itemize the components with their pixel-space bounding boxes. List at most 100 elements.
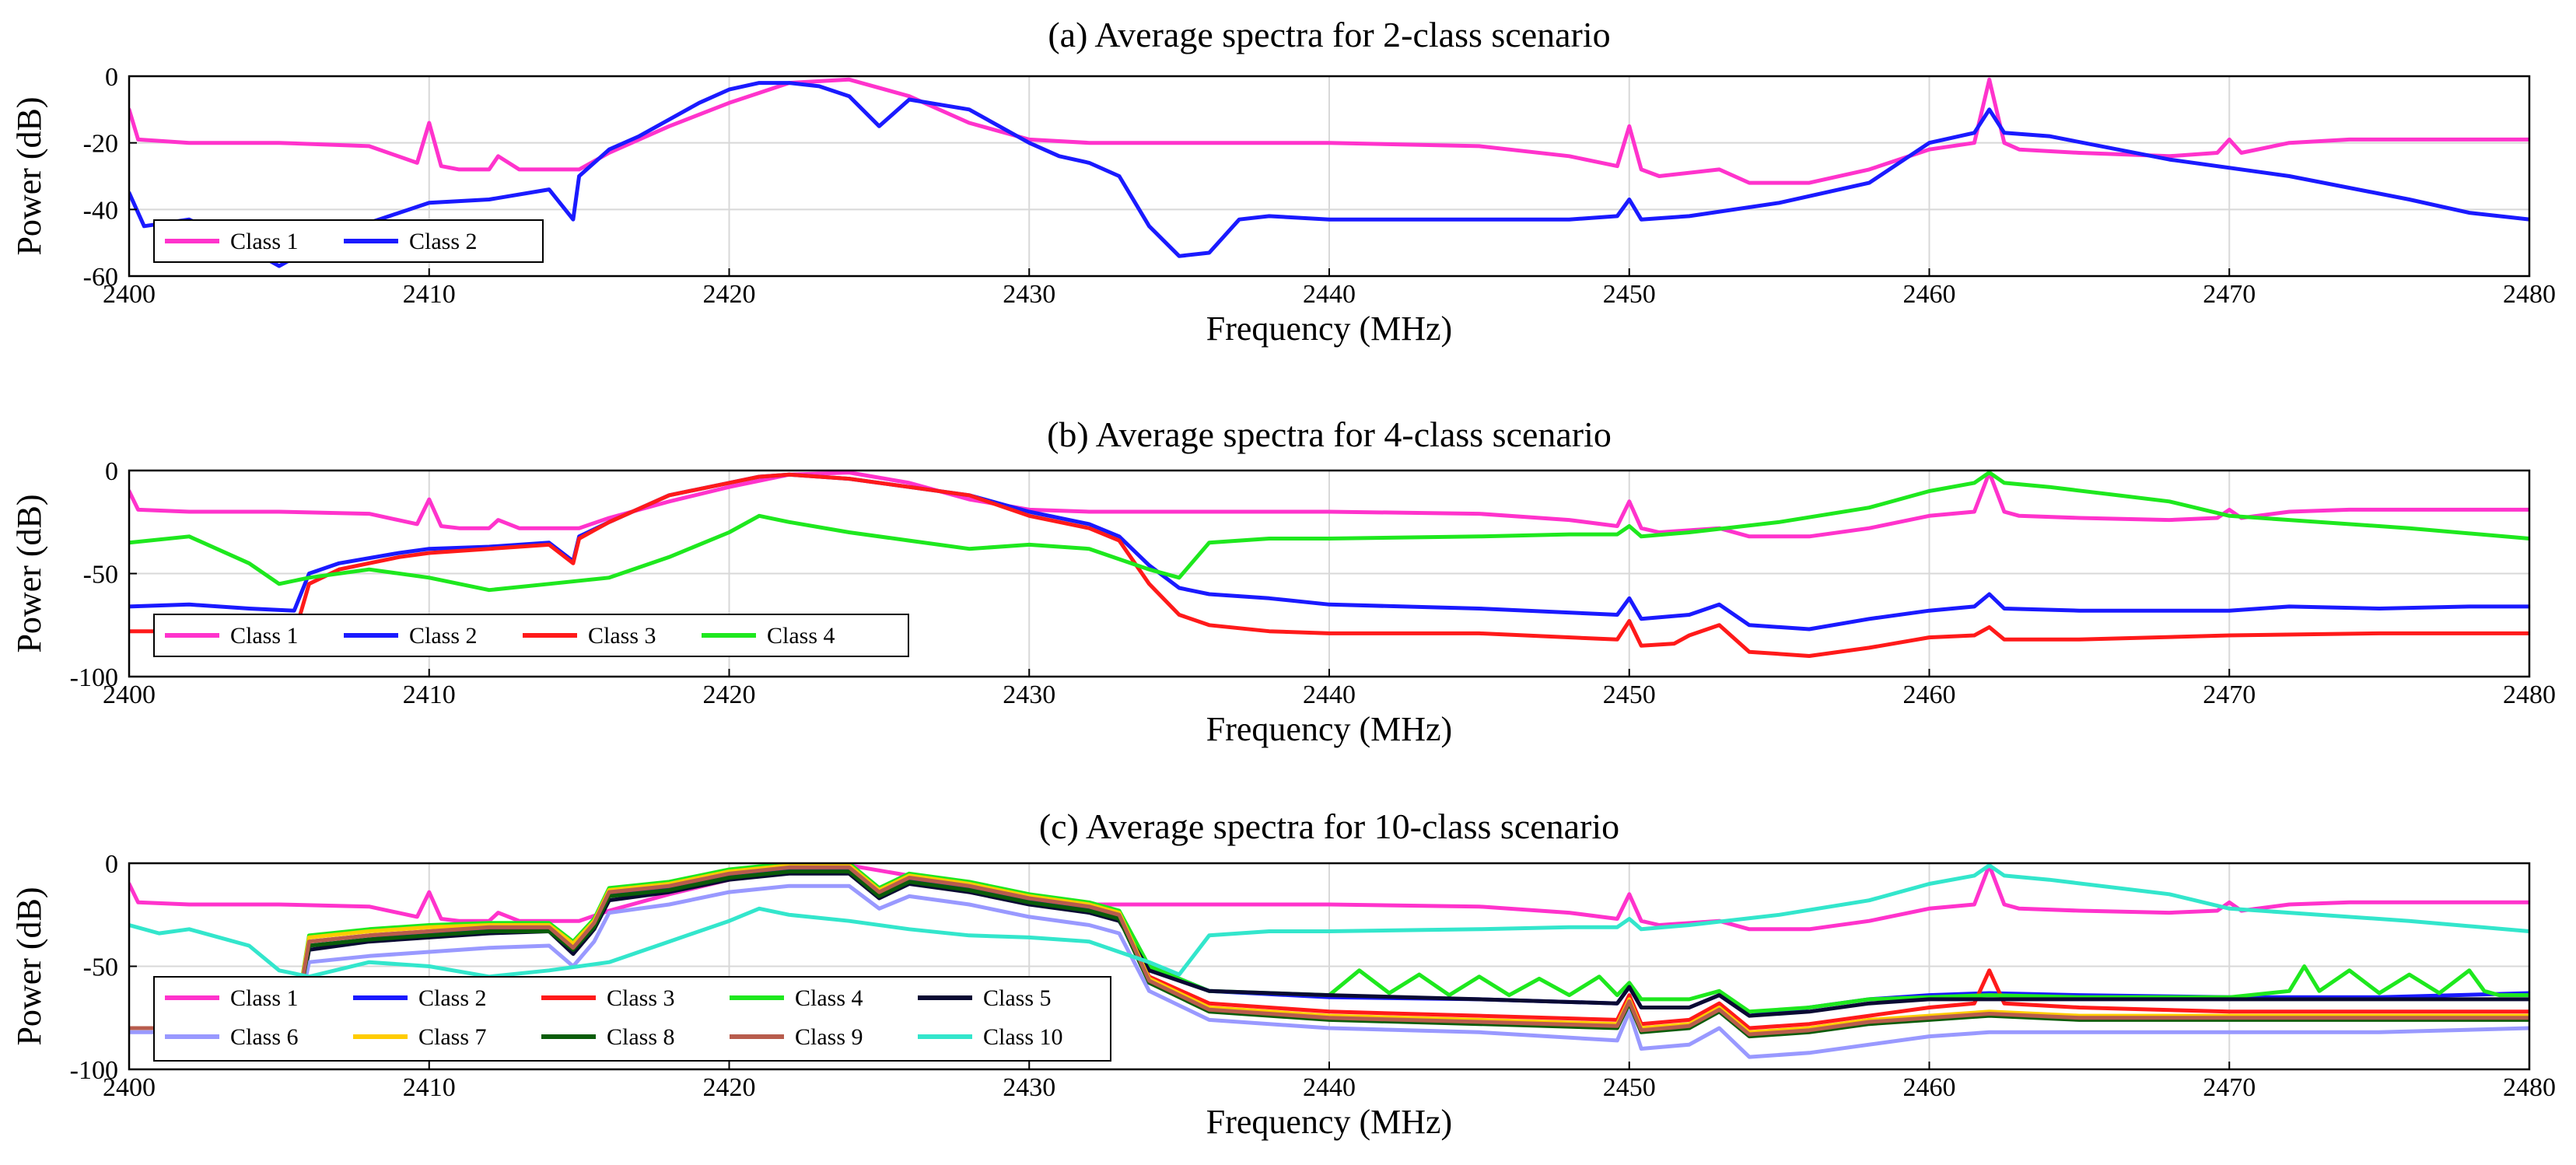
- x-tick-label: 2440: [1303, 1073, 1356, 1102]
- legend-item: Class 1: [165, 229, 299, 254]
- y-tick-label: -60: [83, 263, 118, 292]
- legend-label: Class 9: [795, 1024, 863, 1050]
- chart-panel-2: 2400 2410 2420 2430 2440 2450 2460 2470 2480 0 -50…: [10, 415, 2556, 748]
- series-group: [129, 471, 2529, 658]
- legend-label: Class 4: [795, 985, 863, 1011]
- x-tick-label: 2480: [2503, 1073, 2556, 1102]
- x-tick-label: 2430: [1003, 680, 1055, 709]
- legend-label: Class 2: [409, 623, 478, 649]
- chart-panel-3: 2400 2410 2420 2430 2440 2450 2460 2470 2480 0 -50…: [10, 806, 2556, 1141]
- x-tick-label: 2460: [1903, 280, 1956, 309]
- series-line-class-2: [129, 472, 2529, 631]
- series-line-class-7: [129, 863, 2529, 1034]
- x-tick-label: 2420: [703, 280, 756, 309]
- x-tick-label: 2460: [1903, 680, 1956, 709]
- y-tick-label: -20: [83, 130, 118, 159]
- legend-item: Class 8: [541, 1024, 675, 1050]
- y-tick-label: -40: [83, 196, 118, 225]
- series-line-class-2: [129, 81, 2529, 268]
- legend-item: Class 6: [165, 1024, 299, 1050]
- legend-item: Class 1: [165, 623, 299, 649]
- x-tick-label: 2470: [2203, 280, 2256, 309]
- legend-item: Class 2: [353, 985, 487, 1011]
- x-tick-label: 2420: [703, 680, 756, 709]
- legend-label: Class 2: [409, 229, 478, 254]
- legend-item: Class 7: [353, 1024, 487, 1050]
- legend-label: Class 5: [983, 985, 1052, 1011]
- legend-item: Class 10: [918, 1024, 1063, 1050]
- y-tick-label: -100: [70, 1056, 118, 1085]
- legend-box: [153, 614, 909, 657]
- y-tick-label: -50: [83, 953, 118, 982]
- x-tick-label: 2450: [1603, 680, 1656, 709]
- x-tick-label: 2470: [2203, 1073, 2256, 1102]
- x-tick-label: 2440: [1303, 280, 1356, 309]
- series-group: [129, 863, 2529, 1059]
- x-tick-label: 2400: [103, 1073, 156, 1102]
- x-axis-label: Frequency (MHz): [1206, 710, 1452, 748]
- x-axis-label: Frequency (MHz): [1206, 1103, 1452, 1141]
- x-tick-label: 2450: [1603, 1073, 1656, 1102]
- legend: Class 1 Class 2 Class 3 Class 4 Class 5 Class…: [153, 976, 1111, 1062]
- legend-label: Class 6: [230, 1024, 299, 1050]
- y-tick-label: -100: [70, 663, 118, 692]
- legend-item: Class 2: [344, 623, 478, 649]
- legend-item: Class 1: [165, 985, 299, 1011]
- legend-label: Class 3: [588, 623, 656, 649]
- legend-label: Class 7: [418, 1024, 487, 1050]
- x-tick-label: 2450: [1603, 280, 1656, 309]
- x-tick-label: 2400: [103, 680, 156, 709]
- legend: Class 1 Class 2 Class 3 Class 4: [153, 614, 909, 657]
- legend-label: Class 4: [767, 623, 835, 649]
- legend-label: Class 1: [230, 623, 299, 649]
- legend-item: Class 3: [523, 623, 656, 649]
- series-group: [129, 77, 2529, 268]
- series-line-class-10: [129, 863, 2529, 979]
- x-tick-label: 2470: [2203, 680, 2256, 709]
- legend-box: [153, 976, 1111, 1062]
- chart-title: (c) Average spectra for 10-class scenari…: [1039, 806, 1619, 846]
- x-tick-label: 2410: [403, 1073, 456, 1102]
- legend-label: Class 10: [983, 1024, 1063, 1050]
- x-tick-label: 2430: [1003, 280, 1055, 309]
- x-tick-label: 2440: [1303, 680, 1356, 709]
- legend-label: Class 3: [607, 985, 675, 1011]
- chart-panel-1: 2400 2410 2420 2430 2440 2450 2460 2470 2480 0 -20…: [10, 15, 2556, 348]
- series-line-class-9: [129, 865, 2529, 1037]
- y-axis-label: Power (dB): [10, 494, 48, 652]
- legend-label: Class 1: [230, 229, 299, 254]
- legend-item: Class 4: [730, 985, 863, 1011]
- y-tick-label: 0: [105, 457, 118, 486]
- series-line-class-4: [129, 471, 2529, 593]
- x-tick-label: 2410: [403, 280, 456, 309]
- series-line-class-1: [129, 77, 2529, 185]
- y-tick-label: -50: [83, 561, 118, 589]
- x-tick-label: 2480: [2503, 280, 2556, 309]
- legend: Class 1 Class 2: [153, 219, 544, 263]
- series-line-class-6: [129, 883, 2529, 1059]
- legend-label: Class 1: [230, 985, 299, 1011]
- chart-title: (b) Average spectra for 4-class scenario: [1047, 415, 1612, 454]
- y-tick-label: 0: [105, 850, 118, 879]
- y-axis-label: Power (dB): [10, 96, 48, 255]
- x-tick-label: 2400: [103, 280, 156, 309]
- legend-item: Class 3: [541, 985, 675, 1011]
- series-line-class-1: [129, 471, 2529, 539]
- legend-label: Class 2: [418, 985, 487, 1011]
- legend-item: Class 5: [918, 985, 1052, 1011]
- y-tick-label: 0: [105, 63, 118, 92]
- legend-item: Class 4: [702, 623, 835, 649]
- legend-label: Class 8: [607, 1024, 675, 1050]
- legend-item: Class 2: [344, 229, 478, 254]
- series-line-class-8: [129, 869, 2529, 1039]
- x-tick-label: 2410: [403, 680, 456, 709]
- x-axis-label: Frequency (MHz): [1206, 310, 1452, 348]
- x-tick-label: 2430: [1003, 1073, 1055, 1102]
- x-tick-label: 2460: [1903, 1073, 1956, 1102]
- x-tick-label: 2420: [703, 1073, 756, 1102]
- legend-item: Class 9: [730, 1024, 863, 1050]
- series-line-class-1: [129, 863, 2529, 932]
- x-tick-label: 2480: [2503, 680, 2556, 709]
- y-axis-label: Power (dB): [10, 887, 48, 1045]
